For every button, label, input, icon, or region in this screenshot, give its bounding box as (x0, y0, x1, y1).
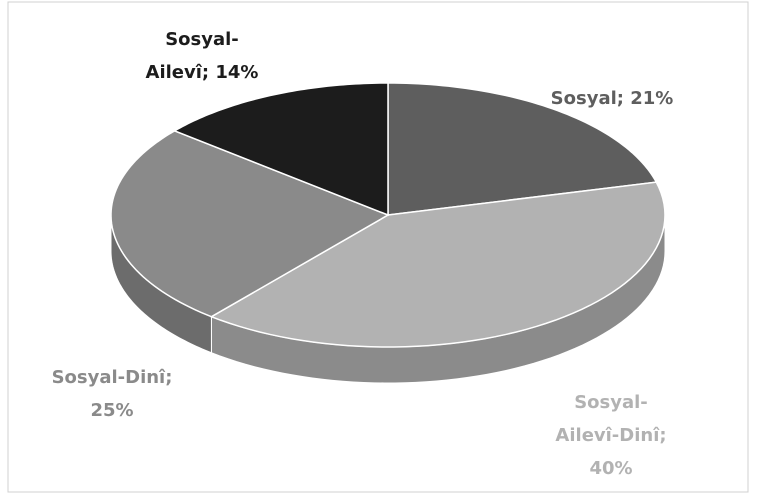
data-label: 25% (90, 400, 133, 421)
data-label: Ailevî; 14% (146, 62, 259, 83)
slice (172, 82, 389, 217)
data-label: Sosyal- (574, 392, 648, 413)
data-label: Sosyal-Dinî; (52, 367, 173, 388)
slice (209, 181, 666, 348)
slice (387, 82, 658, 216)
data-label: 40% (589, 458, 632, 479)
slice (110, 130, 390, 318)
data-label: Sosyal- (165, 29, 239, 50)
data-label: Sosyal; 21% (551, 88, 674, 109)
data-label: Ailevî-Dinî; (555, 425, 666, 446)
